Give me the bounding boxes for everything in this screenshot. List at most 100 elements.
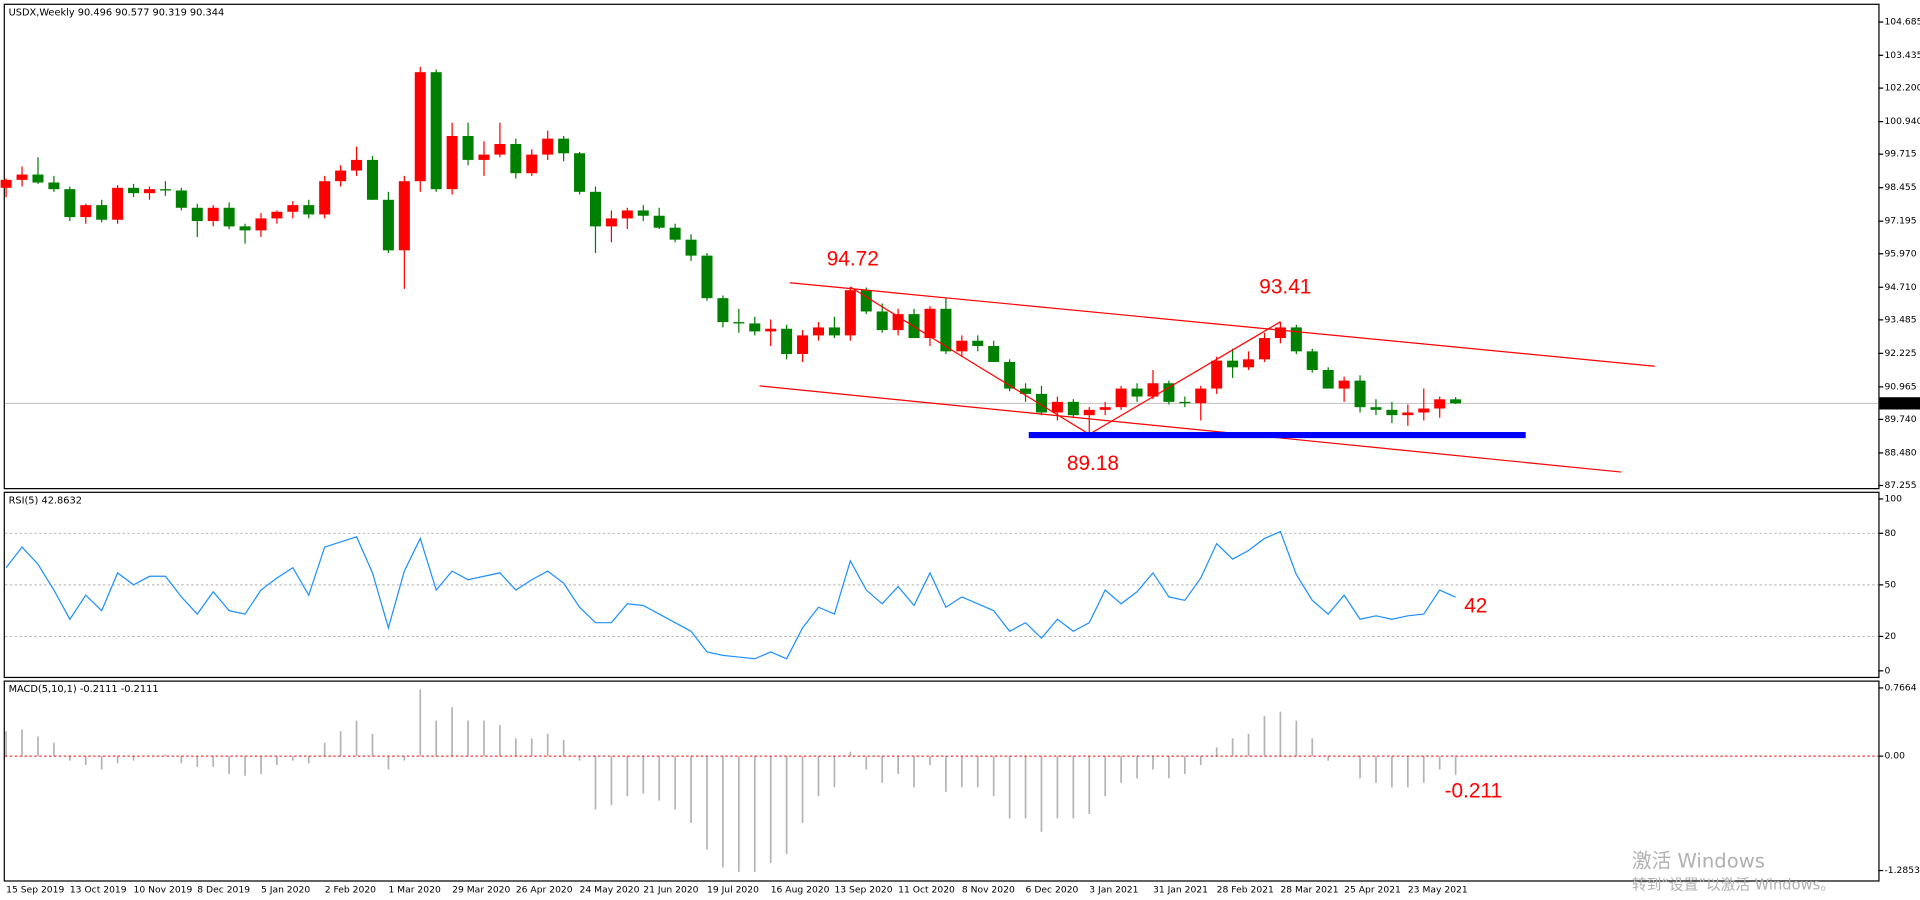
- candle-body: [1338, 380, 1350, 389]
- x-tick-label: 24 May 2020: [580, 885, 640, 896]
- candle-body: [80, 205, 92, 218]
- candle-body: [494, 143, 506, 155]
- y-tick-label: 104.685: [1884, 17, 1920, 28]
- x-tick-label: 25 Apr 2021: [1344, 885, 1401, 896]
- candle-body: [96, 205, 108, 220]
- candle-body: [828, 327, 840, 336]
- main-title: USDX,Weekly 90.496 90.577 90.319 90.344: [9, 7, 225, 18]
- x-tick-label: 29 Mar 2020: [452, 885, 510, 896]
- candle-body: [1035, 393, 1047, 413]
- y-tick-label: -1.2853: [1884, 865, 1920, 876]
- candle-body: [956, 340, 968, 352]
- x-tick-label: 13 Sep 2020: [834, 885, 892, 896]
- candle-body: [1322, 369, 1334, 389]
- candle-body: [812, 327, 824, 336]
- candle-body: [64, 189, 76, 218]
- macd-panel: [3, 680, 1880, 882]
- candle-body: [335, 170, 347, 182]
- rsi-line: [5, 530, 1456, 660]
- candle-body: [1450, 399, 1462, 404]
- x-tick-label: 31 Jan 2021: [1153, 885, 1208, 896]
- candle-body: [223, 207, 235, 227]
- current-price-box: [1879, 397, 1920, 410]
- x-tick-label: 16 Aug 2020: [771, 885, 830, 896]
- candle-body: [844, 290, 856, 336]
- y-tick-label: 20: [1884, 631, 1896, 642]
- candle-body: [1147, 383, 1159, 397]
- y-tick-label: 80: [1884, 528, 1896, 539]
- candle-body: [48, 182, 60, 190]
- candle-body: [1067, 401, 1079, 416]
- candle-body: [366, 159, 378, 200]
- candle-body: [1243, 359, 1255, 368]
- candle-body: [351, 159, 363, 171]
- candle-body: [876, 311, 888, 331]
- candle-body: [749, 323, 761, 332]
- watermark: 转到“设置”以激活 Windows。: [1632, 876, 1835, 893]
- x-tick-label: 28 Feb 2021: [1217, 885, 1274, 896]
- x-tick-label: 23 May 2021: [1408, 885, 1468, 896]
- macd-title: MACD(5,10,1) -0.2111 -0.2111: [9, 684, 159, 695]
- candle-body: [1418, 408, 1430, 413]
- candle-body: [0, 179, 12, 188]
- y-tick-label: 0.00: [1884, 751, 1905, 762]
- candle-body: [653, 215, 665, 228]
- candle-body: [589, 191, 601, 227]
- candle-body: [430, 72, 442, 190]
- x-tick-label: 6 Dec 2020: [1026, 885, 1079, 896]
- candle-body: [1370, 407, 1382, 410]
- y-tick-label: 94.710: [1884, 282, 1916, 293]
- y-tick-label: 50: [1884, 579, 1896, 590]
- y-tick-label: 98.455: [1884, 182, 1916, 193]
- candle-body: [972, 340, 984, 347]
- candle-body: [637, 210, 649, 216]
- candle-body: [446, 135, 458, 190]
- y-tick-label: 92.225: [1884, 348, 1916, 359]
- candle-body: [733, 322, 745, 324]
- candle-body: [940, 308, 952, 352]
- x-tick-label: 11 Oct 2020: [898, 885, 955, 896]
- candle-body: [16, 174, 28, 180]
- x-tick-label: 8 Nov 2020: [962, 885, 1015, 896]
- candle-body: [1434, 399, 1446, 409]
- candle-body: [191, 207, 203, 222]
- candle-body: [143, 189, 155, 194]
- y-tick-label: 87.255: [1884, 480, 1916, 491]
- candle-body: [574, 153, 586, 192]
- candle-body: [1099, 407, 1111, 410]
- candle-body: [924, 308, 936, 339]
- candle-body: [462, 135, 474, 160]
- y-tick-label: 99.715: [1884, 149, 1916, 160]
- candle-body: [860, 290, 872, 312]
- candle-body: [1051, 401, 1063, 413]
- x-tick-label: 21 Jun 2020: [643, 885, 698, 896]
- candle-body: [1354, 380, 1366, 408]
- x-tick-label: 2 Feb 2020: [325, 885, 376, 896]
- candle-body: [1290, 327, 1302, 352]
- y-tick-label: 100: [1884, 493, 1902, 504]
- trend-line: [789, 282, 1655, 367]
- trend-line: [850, 286, 1281, 436]
- x-tick-label: 8 Dec 2019: [197, 885, 250, 896]
- candle-body: [1274, 327, 1286, 339]
- candle-body: [319, 181, 331, 215]
- candle-body: [1402, 412, 1414, 416]
- candle-body: [765, 328, 777, 332]
- y-tick-label: 103.435: [1884, 50, 1920, 61]
- candle-body: [797, 335, 809, 355]
- candle-body: [1163, 383, 1175, 402]
- annotation: 42: [1464, 594, 1487, 617]
- candle-body: [1227, 360, 1239, 368]
- annotation: 94.72: [827, 247, 879, 270]
- x-tick-label: 19 Jul 2020: [707, 885, 759, 896]
- candle-body: [1179, 401, 1191, 404]
- candle-body: [207, 207, 219, 222]
- candle-body: [1004, 361, 1016, 389]
- candle-body: [478, 154, 490, 160]
- candle-body: [271, 211, 283, 219]
- candle-body: [1083, 409, 1095, 416]
- x-tick-label: 10 Nov 2019: [134, 885, 193, 896]
- candle-body: [1386, 409, 1398, 416]
